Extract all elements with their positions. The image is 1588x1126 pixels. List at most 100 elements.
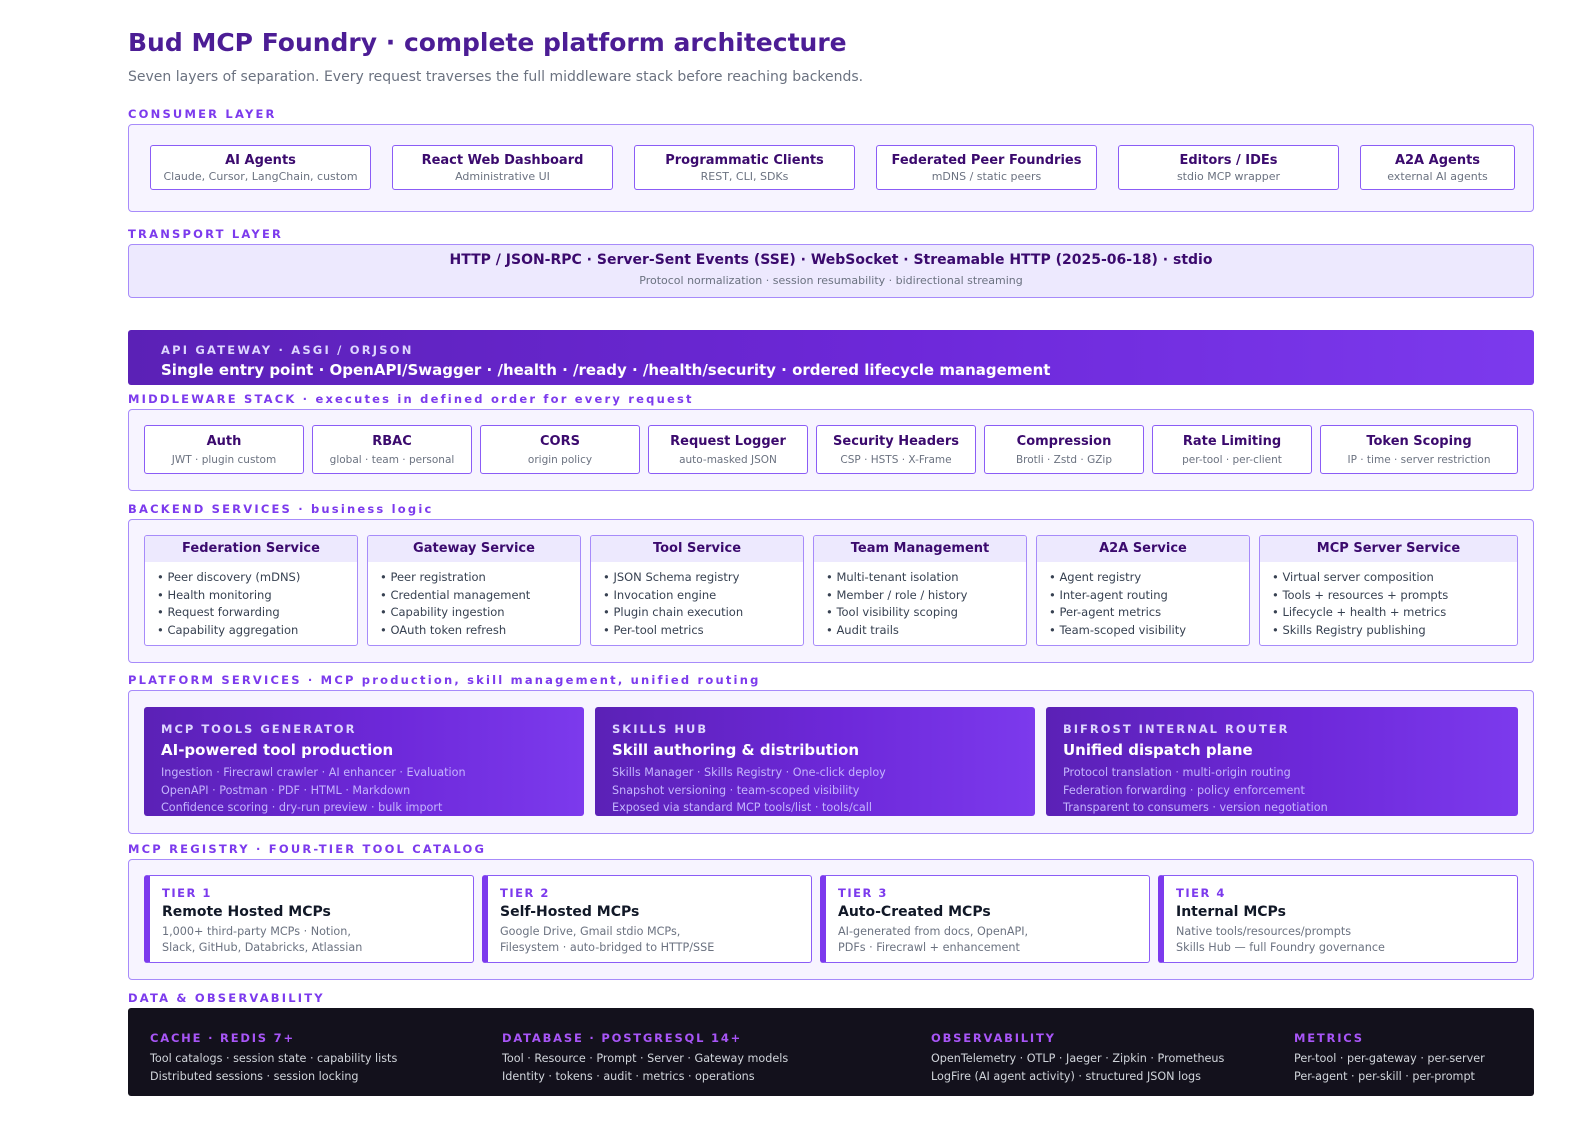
platform-card-line: Snapshot versioning · team-scoped visibi… <box>612 783 860 797</box>
data-column-kicker: OBSERVABILITY <box>931 1031 1056 1045</box>
data-column-line: Per-tool · per-gateway · per-server <box>1294 1052 1485 1065</box>
consumer-node-ai-agents: AI Agents Claude, Cursor, LangChain, cus… <box>150 145 371 190</box>
transport-layer-label: TRANSPORT LAYER <box>128 227 284 241</box>
backend-service-bullet: • Agent registry <box>1049 570 1142 584</box>
registry-tier-line: AI-generated from docs, OpenAPI, <box>838 925 1029 938</box>
middleware-subtitle: origin policy <box>527 454 593 466</box>
middleware-title: RBAC <box>372 434 412 449</box>
mcp-registry-label: MCP REGISTRY · FOUR-TIER TOOL CATALOG <box>128 842 487 856</box>
api-gateway-banner: API GATEWAY · ASGI / ORJSON Single entry… <box>128 330 1534 385</box>
backend-service-bullet: • Member / role / history <box>826 587 968 602</box>
backend-service-bullet: • Peer registration <box>380 570 486 584</box>
middleware-cors: CORS origin policy <box>480 425 640 474</box>
data-metrics: METRICS Per-tool · per-gateway · per-ser… <box>1294 1031 1485 1085</box>
registry-tier-title: Self-Hosted MCPs <box>500 904 640 920</box>
backend-tool-service: Tool Service • JSON Schema registry • In… <box>590 535 804 646</box>
backend-service-title: MCP Server Service <box>1260 536 1517 562</box>
registry-tier-line: 1,000+ third-party MCPs · Notion, <box>162 925 351 938</box>
registry-tier-title: Auto-Created MCPs <box>838 904 991 920</box>
registry-tier-line: PDFs · Firecrawl + enhancement <box>838 940 1020 954</box>
page-title: Bud MCP Foundry · complete platform arch… <box>128 28 847 57</box>
backend-service-title: Team Management <box>814 536 1026 562</box>
registry-tier-line: Skills Hub — full Foundry governance <box>1176 940 1385 954</box>
backend-federation-service: Federation Service • Peer discovery (mDN… <box>144 535 358 646</box>
platform-card-line: Ingestion · Firecrawl crawler · AI enhan… <box>161 766 466 779</box>
data-column-line: Distributed sessions · session locking <box>150 1069 359 1083</box>
data-database-postgresql: DATABASE · POSTGRESQL 14+ Tool · Resourc… <box>502 1031 788 1085</box>
platform-card-line: Skills Manager · Skills Registry · One-c… <box>612 766 886 779</box>
data-column-kicker: CACHE · REDIS 7+ <box>150 1031 295 1045</box>
middleware-title: Rate Limiting <box>1182 434 1282 449</box>
platform-card-title: Skill authoring & distribution <box>612 741 860 759</box>
platform-card-line: Confidence scoring · dry-run preview · b… <box>161 801 443 815</box>
consumer-layer-label: CONSUMER LAYER <box>128 107 277 121</box>
middleware-subtitle: CSP · HSTS · X-Frame <box>840 454 952 466</box>
middleware-security-headers: Security Headers CSP · HSTS · X-Frame <box>816 425 976 474</box>
data-column-line: Tool · Resource · Prompt · Server · Gate… <box>502 1052 789 1065</box>
backend-service-bullet: • Credential management <box>380 587 531 602</box>
middleware-title: Auth <box>206 434 242 449</box>
backend-service-title: Tool Service <box>591 536 803 562</box>
backend-services-label: BACKEND SERVICES · business logic <box>128 502 434 516</box>
middleware-token-scoping: Token Scoping IP · time · server restric… <box>1320 425 1518 474</box>
backend-service-bullet: • Skills Registry publishing <box>1272 622 1426 637</box>
middleware-subtitle: JWT · plugin custom <box>171 454 277 466</box>
backend-service-bullet: • Invocation engine <box>603 587 717 602</box>
middleware-rate-limiting: Rate Limiting per-tool · per-client <box>1152 425 1312 474</box>
platform-bifrost-internal-router: BIFROST INTERNAL ROUTER Unified dispatch… <box>1046 707 1518 816</box>
platform-card-line: OpenAPI · Postman · PDF · HTML · Markdow… <box>161 783 411 797</box>
backend-service-title: A2A Service <box>1037 536 1249 562</box>
data-cache-redis: CACHE · REDIS 7+ Tool catalogs · session… <box>150 1031 397 1085</box>
backend-service-bullet: • JSON Schema registry <box>603 570 740 584</box>
backend-service-bullet: • Inter-agent routing <box>1049 587 1168 602</box>
backend-service-bullet: • OAuth token refresh <box>380 622 507 637</box>
backend-service-bullet: • Request forwarding <box>157 605 280 620</box>
data-column-line: Identity · tokens · audit · metrics · op… <box>502 1069 755 1083</box>
backend-service-bullet: • Tool visibility scoping <box>826 605 958 620</box>
platform-card-kicker: BIFROST INTERNAL ROUTER <box>1063 722 1290 736</box>
consumer-node-a2a-agents: A2A Agents external AI agents <box>1360 145 1515 190</box>
backend-service-bullet: • Virtual server composition <box>1272 570 1434 584</box>
consumer-node-subtitle: REST, CLI, SDKs <box>700 170 789 183</box>
backend-service-bullet: • Lifecycle + health + metrics <box>1272 605 1447 620</box>
backend-service-bullet: • Tools + resources + prompts <box>1272 587 1449 602</box>
backend-service-bullet: • Per-agent metrics <box>1049 605 1162 620</box>
platform-mcp-tools-generator: MCP TOOLS GENERATOR AI-powered tool prod… <box>144 707 584 816</box>
middleware-stack-label: MIDDLEWARE STACK · executes in defined o… <box>128 392 694 406</box>
consumer-node-subtitle: Claude, Cursor, LangChain, custom <box>163 170 358 183</box>
backend-a2a-service: A2A Service • Agent registry • Inter-age… <box>1036 535 1250 646</box>
middleware-subtitle: per-tool · per-client <box>1182 454 1282 466</box>
middleware-subtitle: Brotli · Zstd · GZip <box>1015 454 1113 466</box>
registry-tier-title: Internal MCPs <box>1176 904 1286 920</box>
data-column-line: LogFire (AI agent activity) · structured… <box>931 1069 1201 1083</box>
registry-tier-2: TIER 2 Self-Hosted MCPs Google Drive, Gm… <box>482 875 812 963</box>
registry-tier-kicker: TIER 1 <box>162 886 212 900</box>
transport-description: Protocol normalization · session resumab… <box>639 274 1023 287</box>
middleware-title: Security Headers <box>833 434 959 449</box>
consumer-node-subtitle: external AI agents <box>1387 170 1488 183</box>
backend-service-bullet: • Audit trails <box>826 622 899 637</box>
consumer-node-title: React Web Dashboard <box>421 153 584 168</box>
data-column-line: Tool catalogs · session state · capabili… <box>150 1052 398 1065</box>
api-gateway-kicker: API GATEWAY · ASGI / ORJSON <box>161 343 414 357</box>
data-column-kicker: DATABASE · POSTGRESQL 14+ <box>502 1031 743 1045</box>
consumer-node-subtitle: Administrative UI <box>455 170 550 183</box>
backend-service-bullet: • Capability aggregation <box>157 622 299 637</box>
page-subtitle: Seven layers of separation. Every reques… <box>128 69 864 85</box>
backend-mcp-server-service: MCP Server Service • Virtual server comp… <box>1259 535 1518 646</box>
transport-layer-panel: HTTP / JSON-RPC · Server-Sent Events (SS… <box>128 244 1534 298</box>
registry-tier-line: Native tools/resources/prompts <box>1176 925 1352 938</box>
registry-tier-kicker: TIER 2 <box>500 886 550 900</box>
registry-tier-line: Slack, GitHub, Databricks, Atlassian <box>162 940 363 954</box>
backend-service-bullet: • Plugin chain execution <box>603 605 744 620</box>
registry-tier-kicker: TIER 4 <box>1176 886 1226 900</box>
data-observability-panel <box>128 1008 1534 1096</box>
registry-tier-line: Google Drive, Gmail stdio MCPs, <box>500 925 681 938</box>
platform-card-line: Federation forwarding · policy enforceme… <box>1063 783 1305 797</box>
backend-service-bullet: • Multi-tenant isolation <box>826 570 959 584</box>
registry-tier-kicker: TIER 3 <box>838 886 888 900</box>
platform-card-line: Exposed via standard MCP tools/list · to… <box>612 801 872 815</box>
consumer-layer-row: AI Agents Claude, Cursor, LangChain, cus… <box>0 145 1588 191</box>
platform-card-kicker: MCP TOOLS GENERATOR <box>161 722 357 736</box>
middleware-auth: Auth JWT · plugin custom <box>144 425 304 474</box>
